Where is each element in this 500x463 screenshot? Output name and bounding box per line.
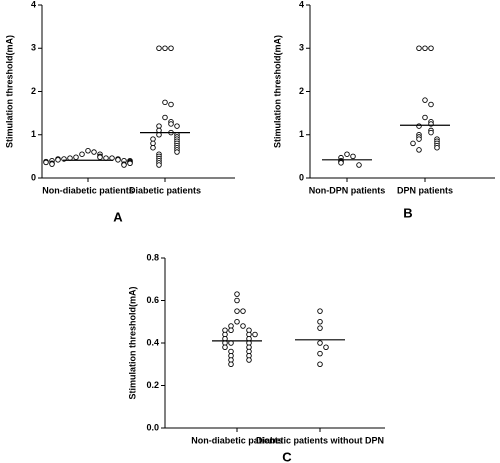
- data-point: [317, 340, 323, 346]
- data-point: [234, 297, 240, 304]
- data-point: [338, 160, 344, 166]
- data-point: [228, 327, 234, 334]
- data-point: [156, 162, 162, 168]
- data-point: [73, 154, 79, 160]
- y-tick-label: 4: [299, 0, 304, 9]
- data-point: [416, 147, 422, 153]
- data-point: [410, 140, 416, 147]
- x-tick-label: Non-DPN patients: [309, 185, 386, 195]
- data-point: [174, 149, 180, 155]
- data-point: [115, 157, 121, 163]
- y-tick-label: 0: [31, 172, 36, 182]
- data-point: [85, 148, 91, 154]
- y-tick-label: 4: [31, 0, 36, 9]
- x-tick-label: Non-diabetic patients: [42, 185, 134, 195]
- data-point: [422, 114, 428, 121]
- data-point: [162, 99, 168, 106]
- data-point: [428, 101, 434, 108]
- data-point: [43, 159, 49, 166]
- data-point: [317, 308, 323, 314]
- panel-label: C: [282, 449, 292, 463]
- data-point: [234, 308, 240, 314]
- data-point: [428, 45, 434, 52]
- data-point: [168, 121, 174, 127]
- data-point: [246, 357, 252, 363]
- data-point: [317, 325, 323, 331]
- data-point: [162, 45, 168, 52]
- y-axis-label: Stimulation threshold(mA): [4, 35, 14, 148]
- y-tick-label: 0.0: [146, 422, 159, 432]
- y-tick-label: 0.8: [146, 252, 159, 262]
- data-point: [55, 157, 61, 163]
- data-point: [422, 45, 428, 52]
- data-point: [422, 97, 428, 103]
- y-axis-label: Stimulation threshold(mA): [127, 287, 137, 400]
- x-tick-label: Diabetic patients without DPN: [256, 435, 384, 445]
- data-point: [323, 344, 329, 351]
- data-point: [150, 144, 156, 151]
- y-tick-label: 1: [31, 129, 36, 139]
- data-point: [79, 151, 85, 157]
- y-tick-label: 0.4: [146, 337, 159, 347]
- data-point: [234, 319, 240, 325]
- data-point: [121, 162, 127, 168]
- data-point: [317, 319, 323, 325]
- data-point: [240, 323, 246, 329]
- data-point: [162, 114, 168, 121]
- data-point: [127, 160, 133, 167]
- y-tick-label: 3: [31, 43, 36, 53]
- data-point: [416, 45, 422, 52]
- panel-label: B: [403, 205, 412, 220]
- data-point: [97, 154, 103, 160]
- data-point: [174, 123, 180, 129]
- data-point: [317, 361, 323, 368]
- y-tick-label: 1: [299, 129, 304, 139]
- data-point: [350, 153, 356, 160]
- y-tick-label: 0.6: [146, 295, 159, 305]
- panel-label: A: [113, 209, 123, 224]
- data-point: [91, 149, 97, 155]
- data-point: [240, 308, 246, 314]
- y-tick-label: 2: [299, 86, 304, 96]
- x-tick-label: DPN patients: [397, 185, 453, 195]
- data-point: [234, 291, 240, 297]
- y-tick-label: 2: [31, 86, 36, 96]
- x-tick-label: Diabetic patients: [129, 185, 201, 195]
- data-point: [228, 361, 234, 368]
- data-point: [416, 136, 422, 142]
- data-point: [156, 45, 162, 52]
- data-point: [416, 123, 422, 129]
- data-point: [168, 45, 174, 52]
- y-tick-label: 0: [299, 172, 304, 182]
- data-point: [428, 129, 434, 136]
- data-point: [317, 350, 323, 357]
- data-point: [168, 101, 174, 108]
- data-point: [344, 151, 350, 157]
- data-point: [434, 144, 440, 151]
- y-tick-label: 3: [299, 43, 304, 53]
- data-point: [252, 331, 258, 338]
- data-point: [356, 162, 362, 168]
- data-point: [49, 161, 55, 167]
- y-tick-label: 0.2: [146, 380, 159, 390]
- data-point: [222, 344, 228, 351]
- y-axis-label: Stimulation threshold(mA): [272, 35, 282, 148]
- x-tick-label: Non-diabetic patients: [191, 435, 283, 445]
